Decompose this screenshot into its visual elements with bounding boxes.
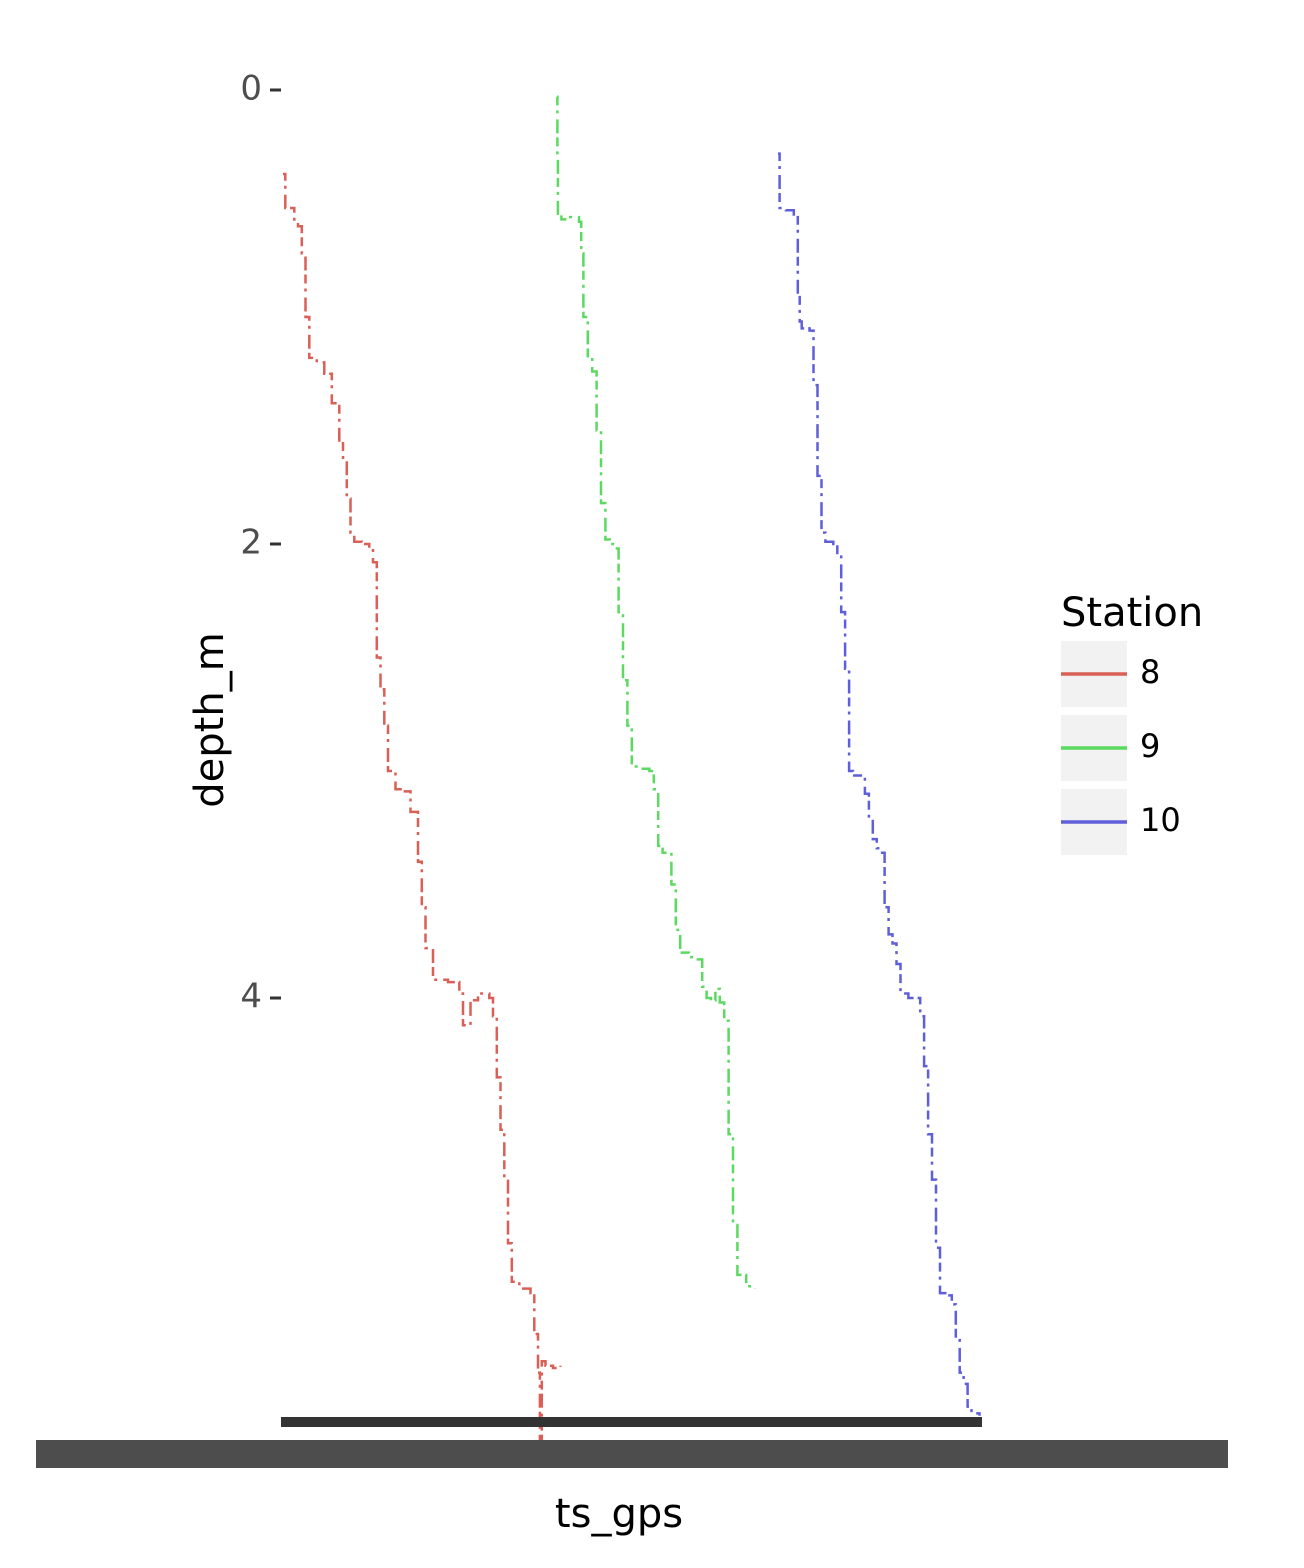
series-10-line [777,152,981,1416]
x-axis-tick-band [281,1417,982,1427]
legend: Station 8 9 10 [1061,590,1203,855]
y-axis-title: depth_m [187,632,233,807]
legend-label: 8 [1140,653,1160,691]
plot-area [282,95,981,1442]
y-axis: 0 2 4 [240,69,281,1017]
y-tick-label: 2 [240,523,262,563]
y-tick-label: 0 [240,69,262,109]
x-axis-title: ts_gps [555,1491,683,1537]
legend-item-10: 10 [1061,789,1181,855]
legend-title: Station [1061,590,1203,636]
legend-label: 10 [1140,801,1181,839]
legend-label: 9 [1140,727,1160,765]
legend-item-8: 8 [1061,641,1160,707]
series-8-line [282,172,562,1442]
y-tick-label: 4 [240,977,262,1017]
series-9-line [556,95,757,1289]
x-axis [36,1417,1228,1468]
legend-item-9: 9 [1061,715,1160,781]
x-axis-overplotted-tick-labels [36,1440,1228,1468]
